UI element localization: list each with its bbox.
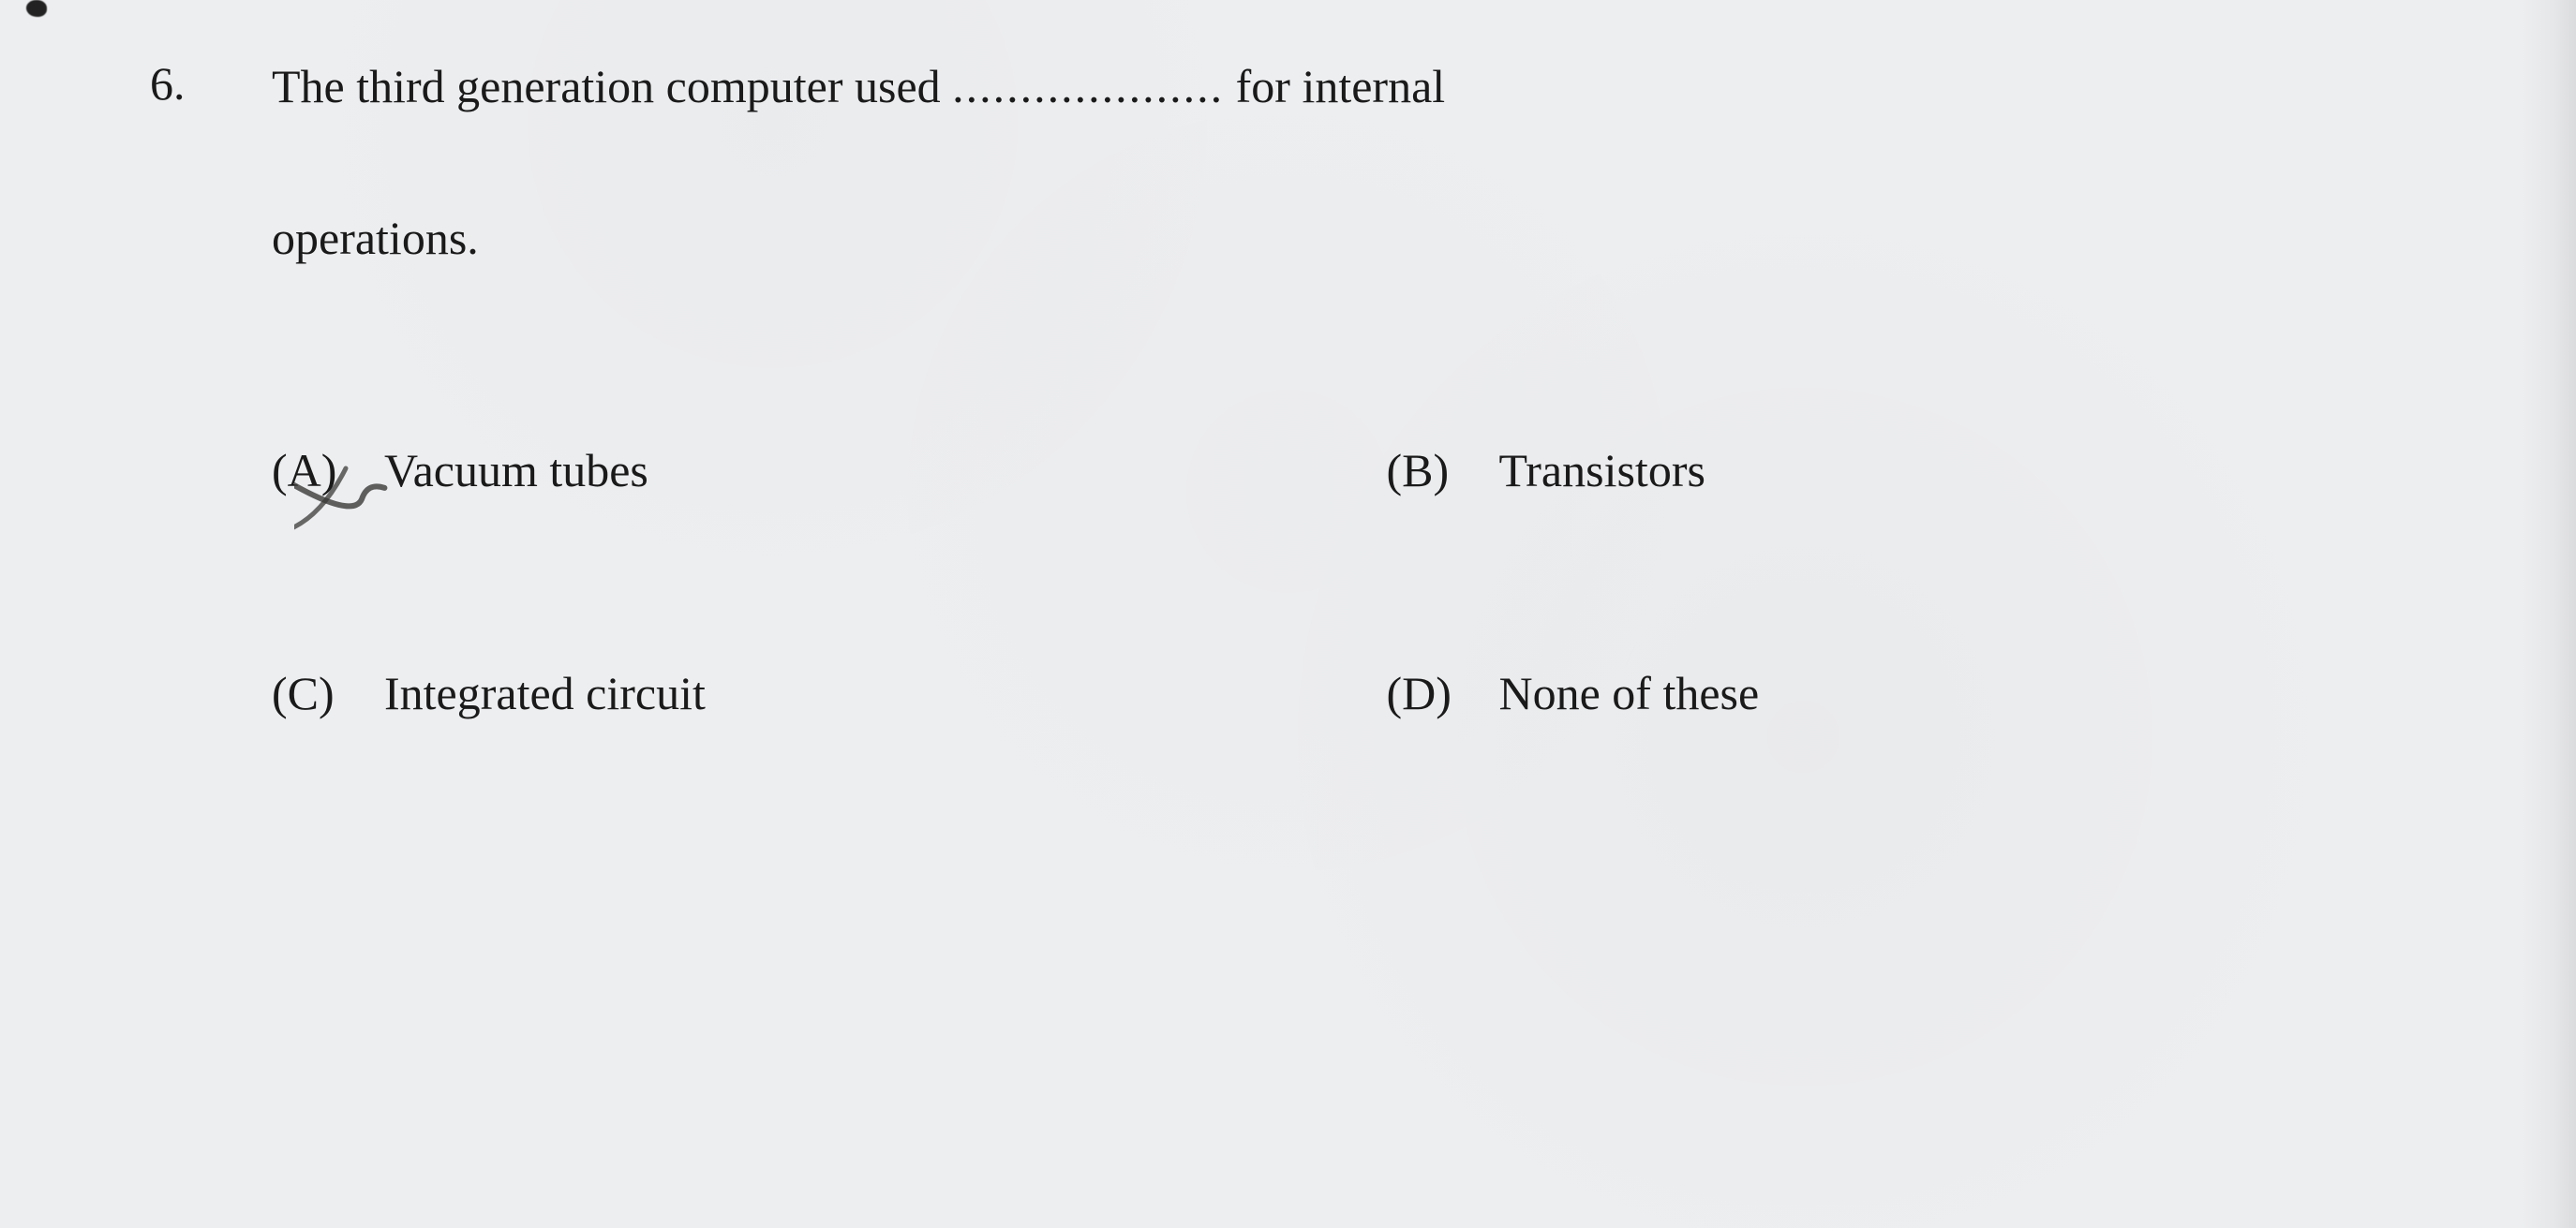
question-row: 6. The third generation computer used ..… xyxy=(37,56,2539,117)
option-letter: (D) xyxy=(1387,666,1452,720)
option-c[interactable]: (C) Integrated circuit xyxy=(272,666,1312,720)
options-grid: (A) Vacuum tubes (B) Transistors (C) Int… xyxy=(37,443,2539,720)
option-letter: (A) xyxy=(272,443,337,497)
page-container: 6. The third generation computer used ..… xyxy=(0,0,2576,1228)
question-number: 6. xyxy=(150,56,206,111)
scan-artifact-dot xyxy=(26,0,47,17)
option-text: None of these xyxy=(1499,666,1760,720)
question-text-line2: operations. xyxy=(37,211,2539,265)
option-b[interactable]: (B) Transistors xyxy=(1387,443,2427,497)
question-text-part1: The third generation computer used xyxy=(272,60,952,112)
question-text-line1: The third generation computer used .....… xyxy=(272,56,2539,117)
option-text: Vacuum tubes xyxy=(384,443,648,497)
option-text: Integrated circuit xyxy=(384,666,706,720)
question-text-part2: for internal xyxy=(1224,60,1445,112)
option-letter: (C) xyxy=(272,666,337,720)
option-d[interactable]: (D) None of these xyxy=(1387,666,2427,720)
option-text: Transistors xyxy=(1499,443,1705,497)
option-letter: (B) xyxy=(1387,443,1452,497)
option-a[interactable]: (A) Vacuum tubes xyxy=(272,443,1312,497)
fill-blank: .................... xyxy=(952,60,1224,112)
